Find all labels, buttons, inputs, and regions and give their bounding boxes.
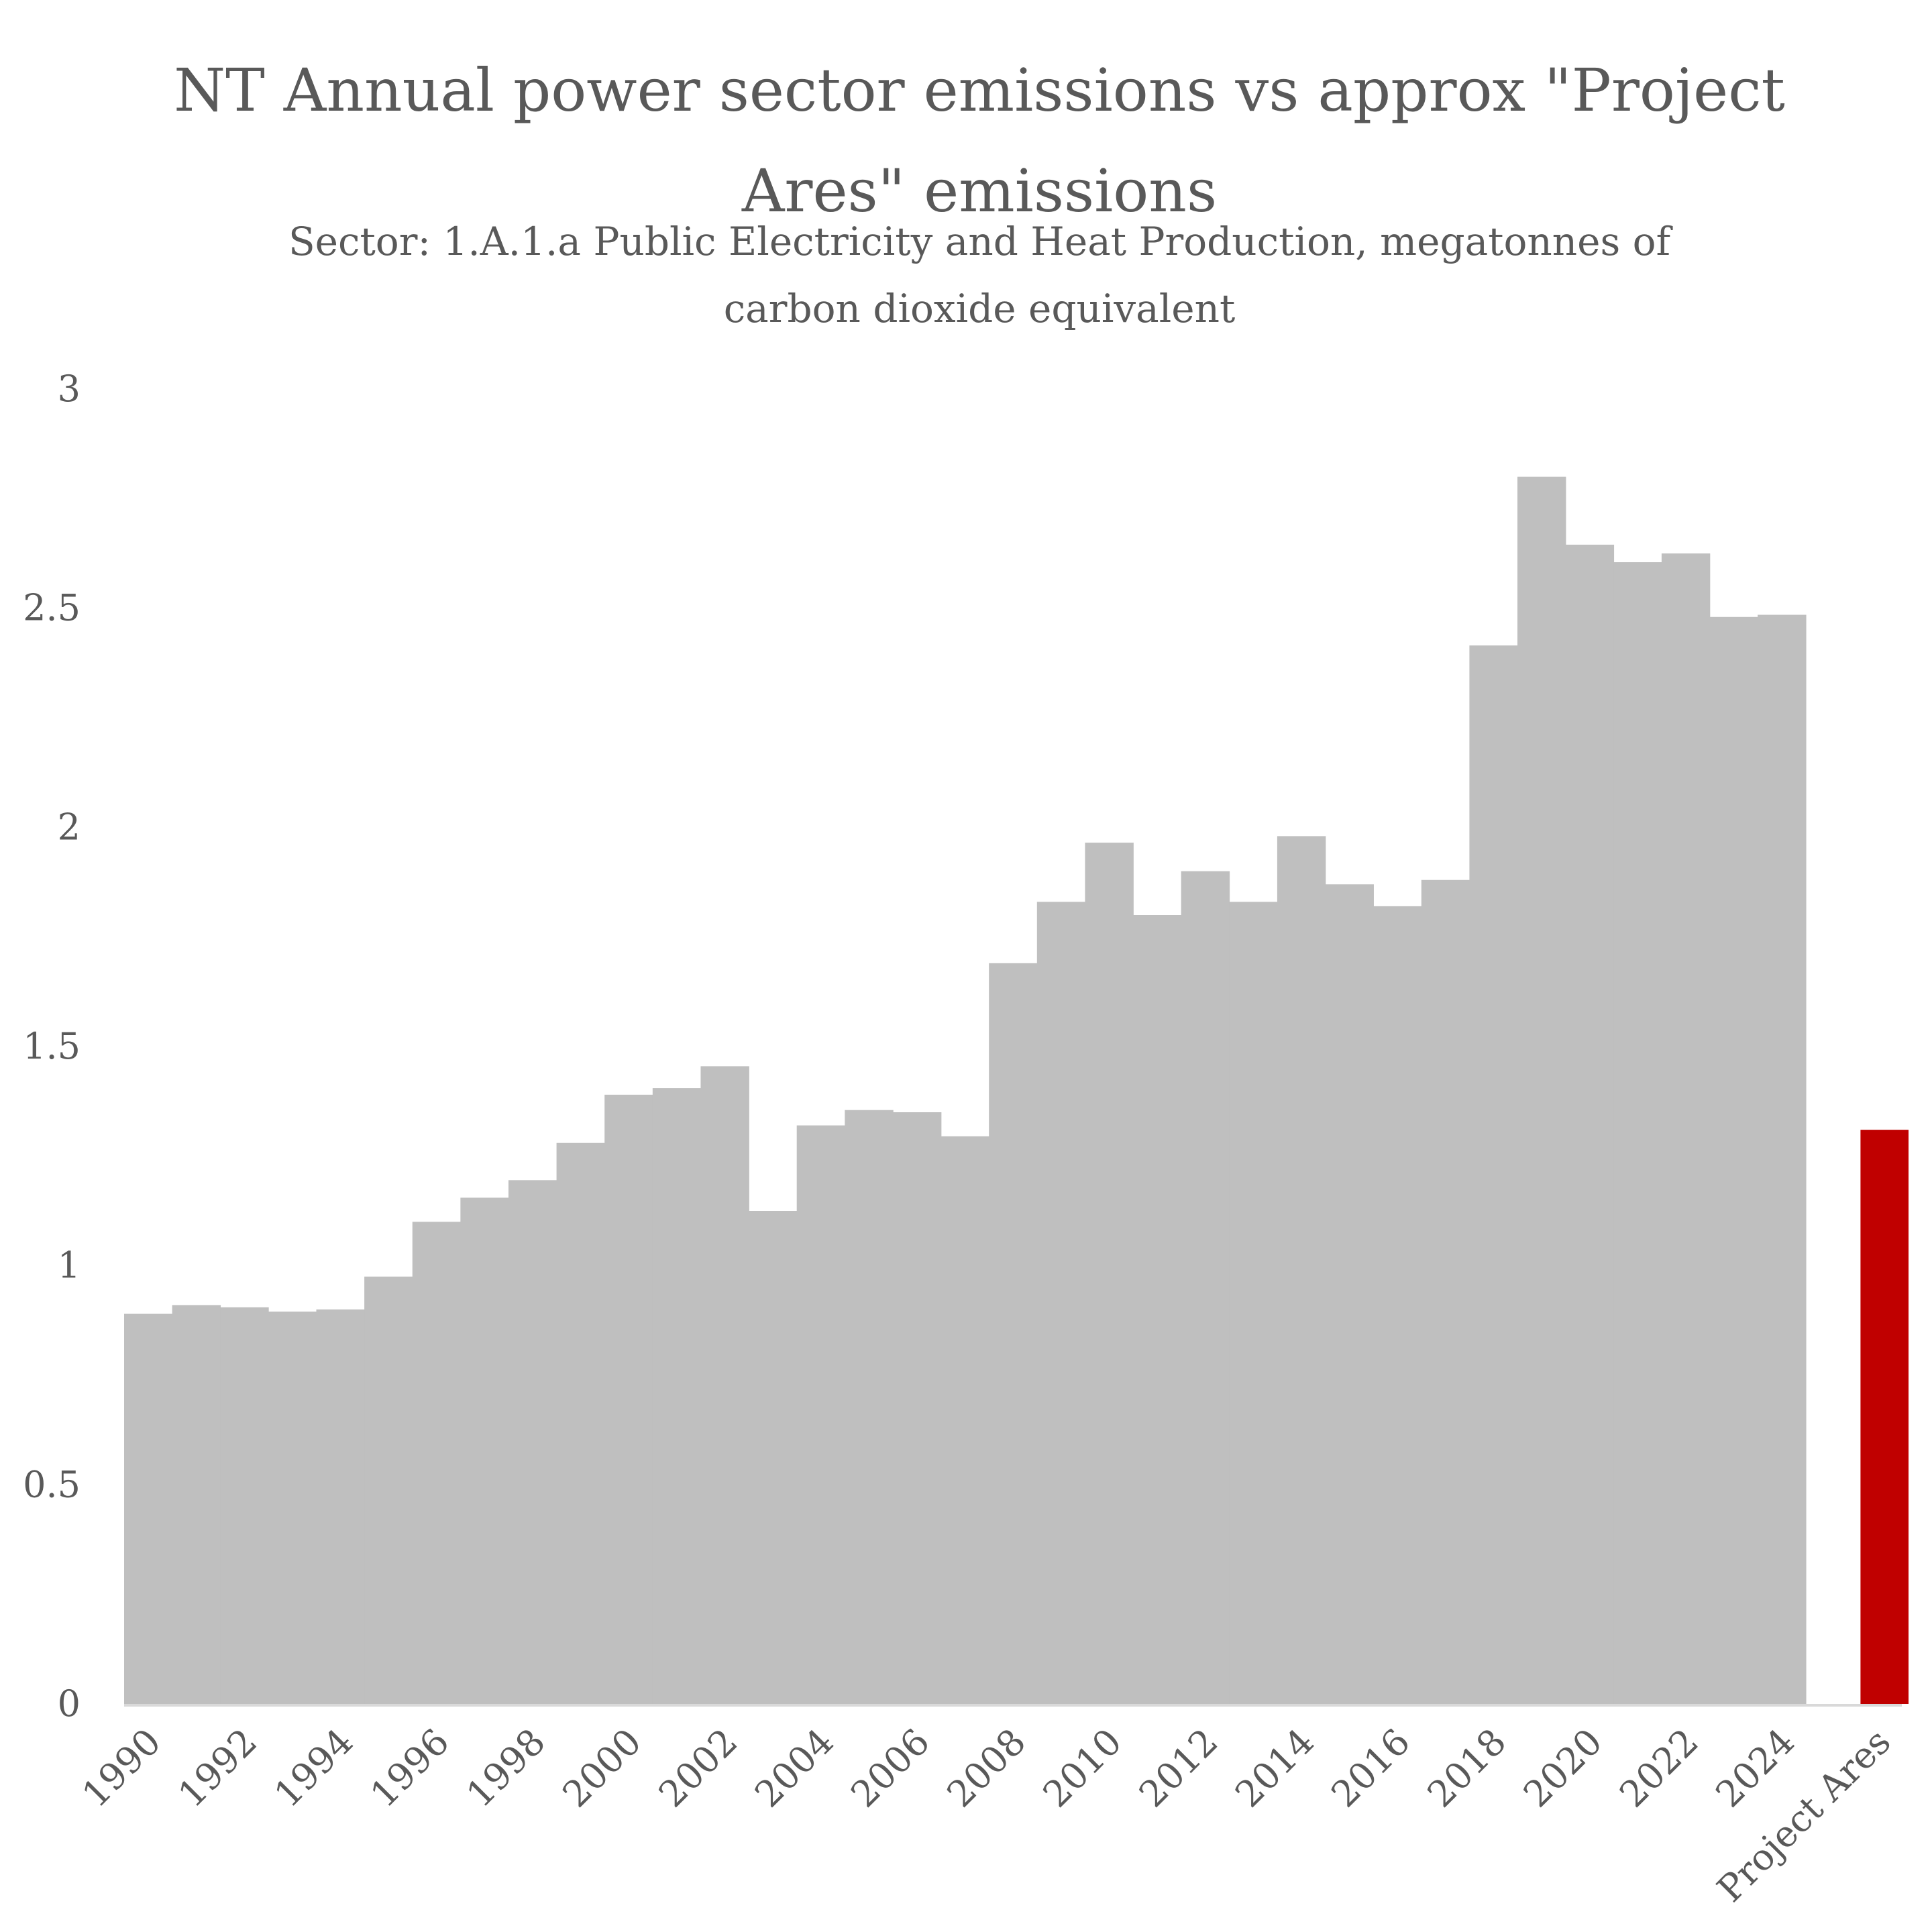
bar-1993 (268, 1311, 317, 1704)
x-tick-label: 2010 (1035, 1721, 1130, 1816)
x-tick-label: 2000 (554, 1721, 649, 1816)
bar-2016 (1373, 906, 1422, 1704)
x-tick-label: 2018 (1419, 1721, 1515, 1816)
x-tick-label: 1990 (74, 1721, 169, 1816)
bar-2015 (1325, 884, 1374, 1704)
bar-2008 (989, 963, 1038, 1704)
bar-2012 (1181, 871, 1230, 1704)
bar-1995 (364, 1277, 413, 1704)
bar-2023 (1709, 616, 1758, 1704)
bar-2017 (1421, 879, 1470, 1704)
x-tick-label: 2012 (1131, 1721, 1226, 1816)
y-tick-label: 0 (58, 1682, 80, 1725)
bar-1998 (508, 1180, 557, 1704)
x-tick-label: 2008 (938, 1721, 1034, 1816)
bar-2002 (700, 1066, 749, 1704)
bar-2006 (892, 1112, 942, 1704)
y-tick-label: 1.5 (23, 1025, 80, 1067)
bar-1990 (124, 1313, 173, 1704)
bars-group (124, 476, 1909, 1705)
bar-2021 (1613, 562, 1662, 1704)
bar-2022 (1661, 553, 1711, 1704)
bar-1997 (460, 1197, 509, 1704)
x-tick-label: 2014 (1227, 1721, 1322, 1816)
chart-title: NT Annual power sector emissions vs appr… (174, 56, 1785, 225)
bar-1992 (220, 1307, 269, 1704)
bar-2009 (1036, 902, 1086, 1704)
x-tick-label: 1994 (266, 1721, 362, 1816)
x-tick-label: 1996 (362, 1721, 458, 1816)
y-tick-labels: 0 0.5 1 1.5 2 2.5 3 (23, 368, 80, 1725)
bar-project-ares (1860, 1130, 1909, 1704)
y-tick-label: 2.5 (23, 587, 80, 629)
bar-2004 (796, 1125, 846, 1704)
bar-2001 (652, 1088, 702, 1704)
bar-2014 (1277, 836, 1326, 1704)
x-tick-label: 1998 (458, 1721, 553, 1816)
bar-1994 (316, 1309, 365, 1704)
x-tick-labels: 1990 1992 1994 1996 1998 2000 2002 2004 2006 2008… (74, 1721, 1898, 1911)
bar-2024 (1758, 614, 1807, 1704)
bar-2010 (1085, 843, 1134, 1704)
x-tick-label: 2006 (843, 1721, 938, 1816)
bar-2000 (604, 1094, 653, 1704)
x-tick-label: 2020 (1515, 1721, 1611, 1816)
bar-2007 (941, 1136, 989, 1704)
bar-2020 (1565, 544, 1615, 1705)
x-tick-label: 2004 (747, 1721, 842, 1816)
x-tick-label: 2016 (1323, 1721, 1418, 1816)
bar-1996 (412, 1222, 462, 1704)
bar-2003 (749, 1211, 798, 1704)
bar-1999 (556, 1142, 606, 1704)
y-tick-label: 2 (58, 806, 80, 848)
x-tick-label: 2002 (651, 1721, 746, 1816)
x-tick-label: 2022 (1611, 1721, 1707, 1816)
bar-2018 (1469, 645, 1518, 1705)
bar-2013 (1229, 902, 1278, 1704)
bar-2019 (1517, 476, 1566, 1705)
y-tick-label: 1 (58, 1244, 80, 1287)
bar-1991 (172, 1305, 221, 1704)
y-tick-label: 3 (58, 368, 80, 410)
chart-subtitle: Sector: 1.A.1.a Public Electricity and H… (288, 219, 1671, 331)
x-tick-label: 1992 (170, 1721, 266, 1816)
bar-2011 (1133, 915, 1182, 1704)
bar-2005 (845, 1110, 894, 1704)
y-tick-label: 0.5 (23, 1463, 80, 1505)
